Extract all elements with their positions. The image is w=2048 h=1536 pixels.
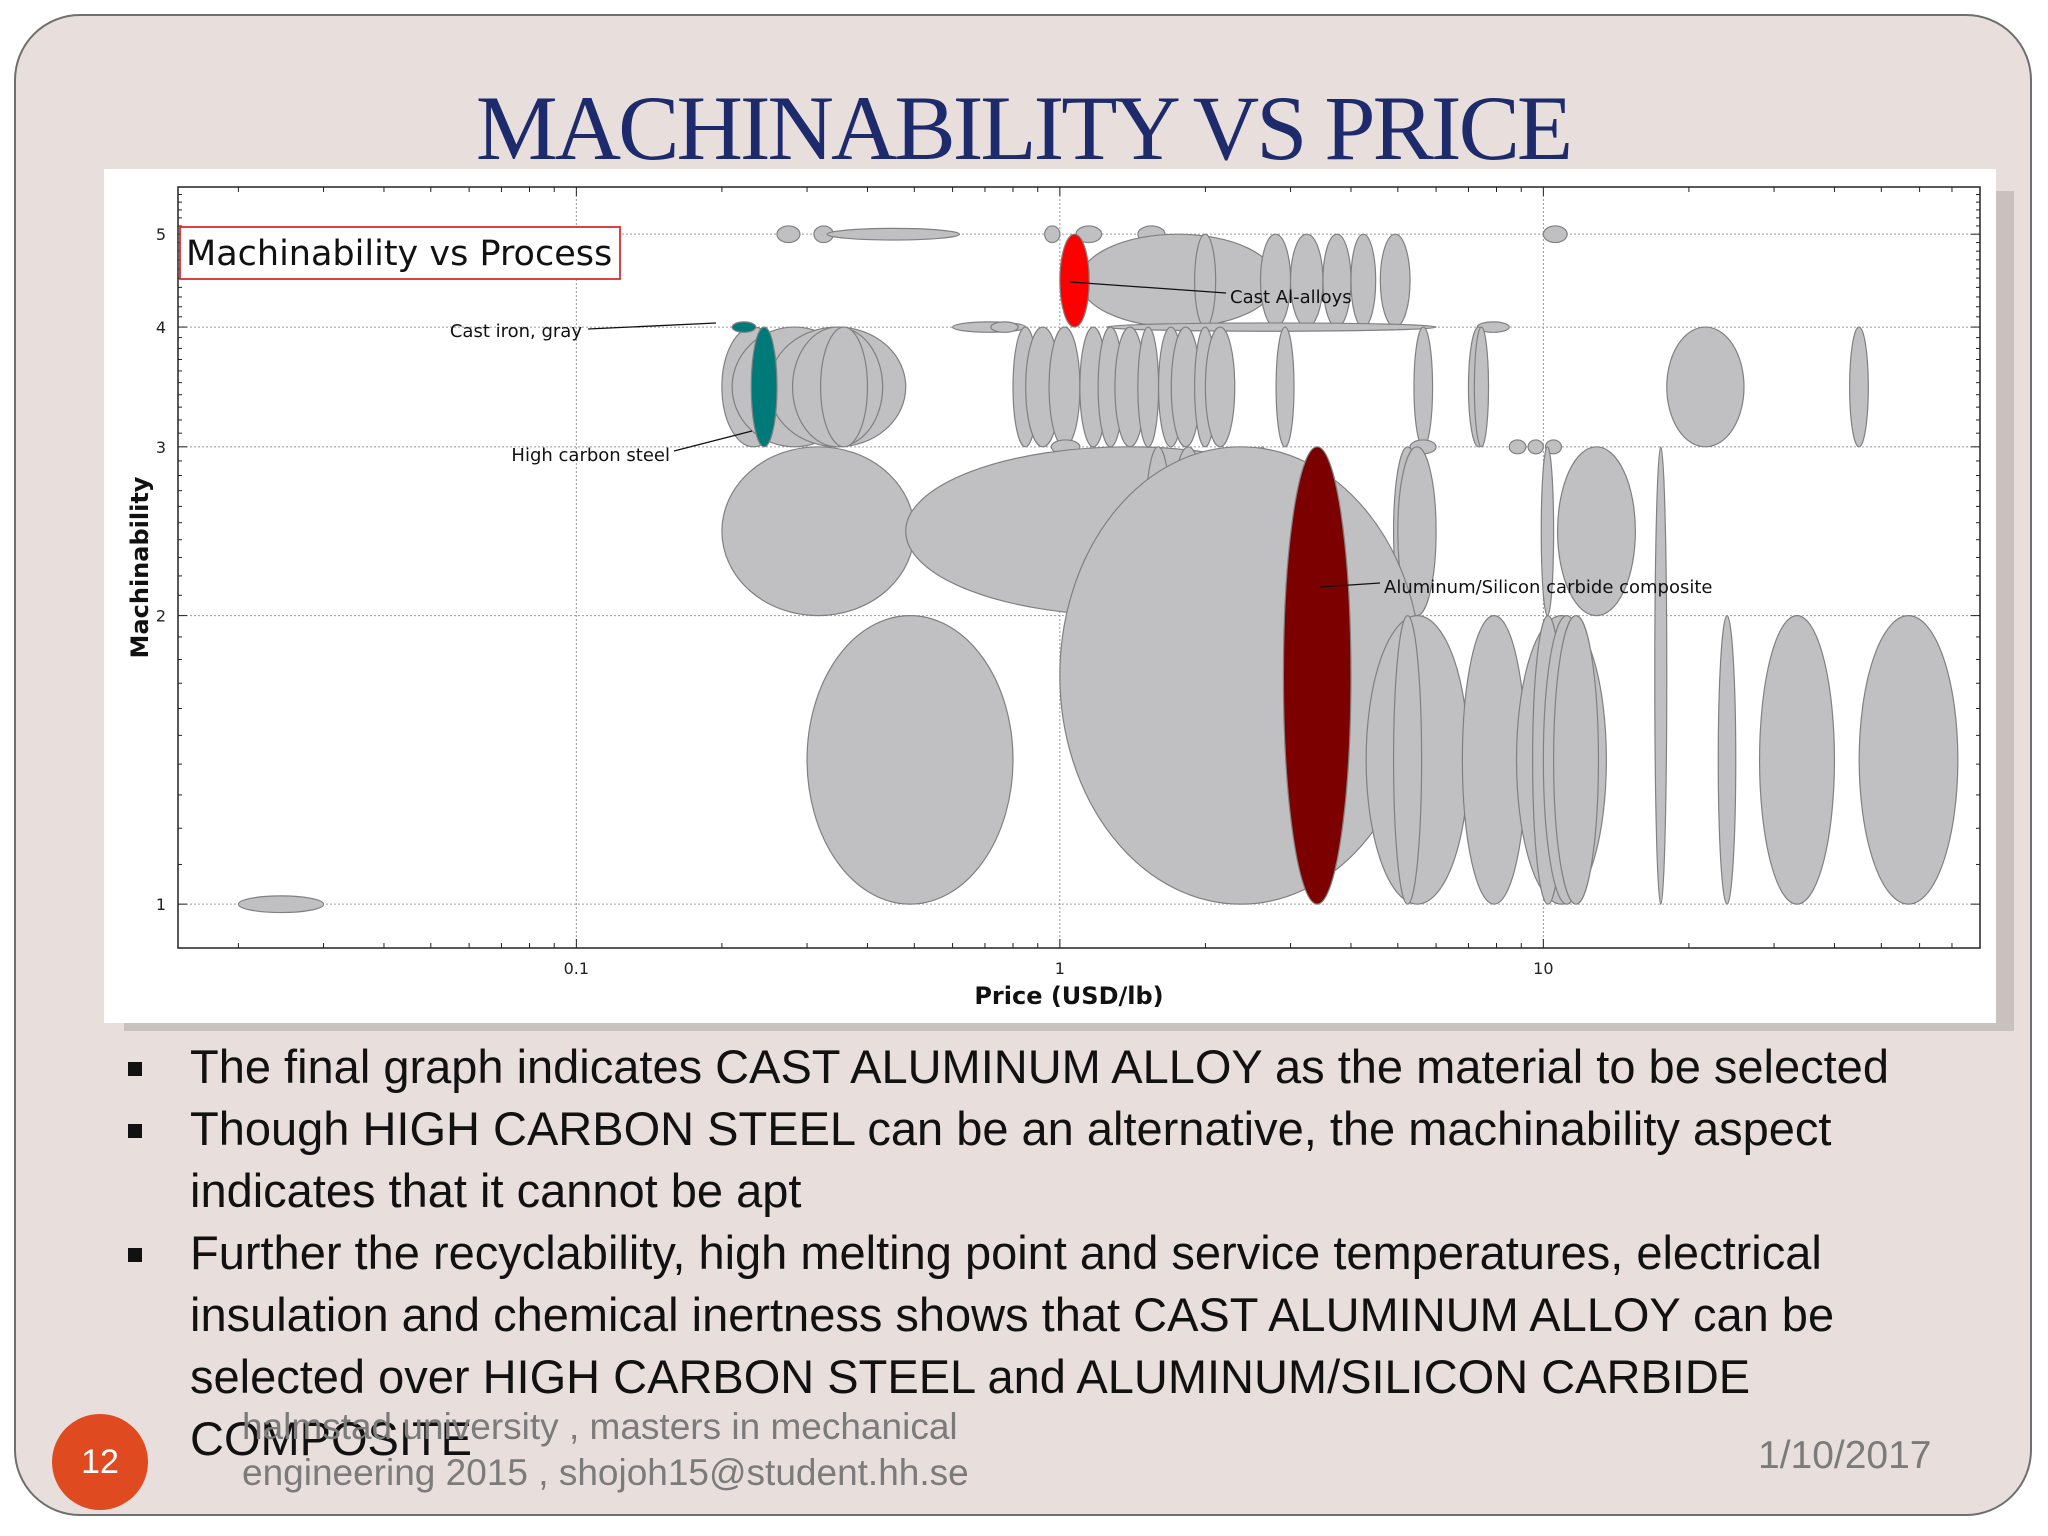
annotation-leader — [1069, 281, 1227, 294]
bubble-layer — [237, 225, 1959, 914]
chart-title-box — [179, 226, 621, 280]
material-bubble — [1553, 615, 1600, 905]
material-bubble — [1048, 326, 1081, 448]
y-tick-label: 4 — [156, 318, 166, 337]
annotation-leader — [673, 430, 753, 452]
material-bubble — [1204, 326, 1236, 448]
footer-text: halmstad university , masters in mechani… — [242, 1406, 969, 1493]
material-bubble — [990, 321, 1019, 333]
material-bubble — [1654, 446, 1668, 905]
annotation-leader — [587, 322, 717, 330]
page-number-badge: 12 — [52, 1414, 148, 1510]
bullet-item: The final graph indicates CAST ALUMINUM … — [124, 1036, 1984, 1098]
y-tick-label: 5 — [156, 225, 166, 244]
material-bubble — [806, 615, 1014, 905]
highlight-bubble — [750, 326, 778, 448]
x-tick-label: 0.1 — [564, 959, 589, 978]
y-tick-label: 2 — [156, 607, 166, 626]
material-bubble — [1473, 326, 1490, 448]
material-bubble — [1542, 225, 1568, 244]
bullet-item: Though HIGH CARBON STEEL can be an alter… — [124, 1098, 1984, 1222]
y-tick-label: 1 — [156, 895, 166, 914]
material-bubble — [721, 446, 915, 617]
label-layer: Machinability vs Process Cast Al-alloys Ca… — [179, 226, 1713, 598]
material-bubble — [1849, 326, 1869, 448]
bullet-item: Further the recyclability, high melting … — [124, 1222, 1984, 1470]
material-bubble — [1137, 326, 1160, 448]
annotation-label: Cast Al-alloys — [1230, 287, 1352, 308]
material-bubble — [1044, 225, 1061, 244]
bullet-list: The final graph indicates CAST ALUMINUM … — [124, 1036, 1984, 1470]
material-bubble — [1717, 615, 1737, 905]
material-bubble — [1666, 326, 1745, 448]
x-tick-label: 1 — [1055, 959, 1065, 978]
material-bubble — [1259, 233, 1292, 328]
y-tick-label: 3 — [156, 438, 166, 457]
material-bubble — [1527, 439, 1544, 455]
annotation-leader — [1319, 582, 1381, 588]
material-bubble — [1508, 439, 1527, 455]
slide: MACHINABILITY VS PRICE 0.1 1 10 1 2 3 4 5 Price … — [14, 14, 2032, 1516]
highlight-bubble — [731, 321, 757, 333]
slide-title: MACHINABILITY VS PRICE — [475, 77, 1573, 179]
annotation-label: Aluminum/Silicon carbide composite — [1384, 577, 1713, 598]
material-bubble — [1289, 233, 1324, 328]
material-bubble — [1379, 233, 1411, 328]
x-tick-label: 10 — [1533, 959, 1553, 978]
material-bubble — [1556, 446, 1636, 617]
plot-frame — [177, 186, 1981, 949]
axis-layer: 0.1 1 10 1 2 3 4 5 Price (USD/lb) Machinability — [126, 186, 1981, 1010]
highlight-layer — [731, 233, 1352, 905]
chart-title: Machinability vs Process — [186, 234, 612, 274]
material-bubble — [1413, 326, 1434, 448]
material-bubble — [776, 225, 801, 244]
material-bubble — [1392, 615, 1423, 905]
y-axis-label: Machinability — [126, 476, 154, 658]
highlight-bubble — [1059, 233, 1090, 328]
material-bubble — [1758, 615, 1836, 905]
x-axis-label: Price (USD/lb) — [974, 982, 1163, 1010]
annotation-label: Cast iron, gray — [450, 321, 582, 342]
highlight-bubble — [1282, 446, 1352, 905]
material-bubble — [1322, 233, 1352, 328]
material-bubble — [1079, 233, 1277, 328]
material-bubble — [826, 227, 961, 241]
material-bubble — [237, 895, 325, 914]
material-bubble — [1350, 233, 1377, 328]
bubble-chart: 0.1 1 10 1 2 3 4 5 Price (USD/lb) Machinability M… — [126, 186, 1981, 1010]
footer-date: 1/10/2017 — [1758, 1434, 1932, 1477]
material-bubble — [1858, 615, 1959, 905]
material-bubble — [1275, 326, 1295, 448]
annotation-label: High carbon steel — [511, 445, 670, 466]
chart-panel: 0.1 1 10 1 2 3 4 5 Price (USD/lb) Machinability M… — [104, 169, 1996, 1023]
material-bubble — [1059, 446, 1423, 905]
material-bubble — [819, 326, 869, 448]
material-bubble — [1106, 322, 1437, 332]
material-bubble — [1194, 233, 1217, 328]
